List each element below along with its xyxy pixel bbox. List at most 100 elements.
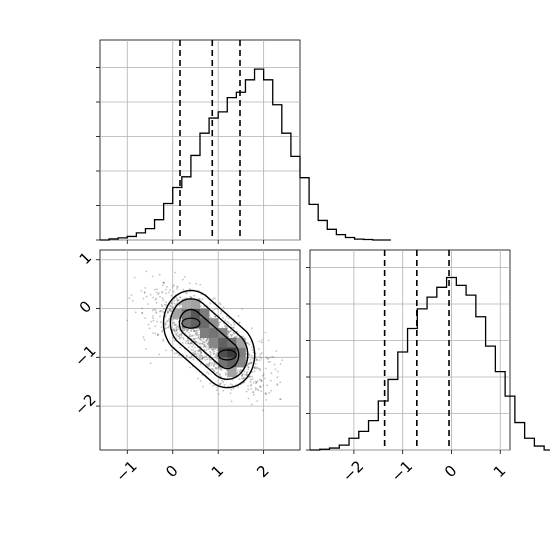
scatter-point <box>220 310 223 313</box>
scatter-point <box>140 289 143 292</box>
scatter-point <box>216 367 219 369</box>
density-cell <box>209 318 219 329</box>
scatter-point <box>161 284 164 287</box>
panel-frame-joint <box>99 249 301 451</box>
scatter-point <box>208 372 210 375</box>
tick-marks-param2 <box>306 267 501 454</box>
scatter-point <box>187 331 190 334</box>
scatter-point <box>262 409 264 412</box>
scatter-point <box>176 318 179 321</box>
scatter-point <box>213 363 216 366</box>
scatter-point <box>172 290 175 293</box>
scatter-point <box>264 367 267 370</box>
scatter-point <box>258 355 261 358</box>
scatter-point <box>251 346 253 349</box>
scatter-point <box>175 333 178 336</box>
scatter-point <box>202 346 205 348</box>
scatter-point <box>247 342 250 345</box>
scatter-point <box>218 373 221 375</box>
scatter-point <box>169 289 172 291</box>
scatter-point <box>216 352 218 354</box>
scatter-point <box>195 334 198 337</box>
scatter-point <box>174 323 176 326</box>
scatter-point <box>180 336 183 339</box>
scatter-point <box>152 296 155 299</box>
scatter-point <box>241 374 244 376</box>
x-tick-label: −2 <box>339 457 367 485</box>
scatter-point <box>194 332 197 335</box>
scatter-point <box>248 354 251 356</box>
scatter-point <box>266 384 268 387</box>
scatter-point <box>213 370 216 372</box>
scatter-point <box>217 393 220 395</box>
scatter-point <box>221 369 223 371</box>
scatter-point <box>189 295 192 298</box>
density-cell <box>200 318 210 329</box>
scatter-point <box>162 311 165 314</box>
contour-core <box>181 317 201 329</box>
scatter-point <box>248 375 251 378</box>
scatter-point <box>167 311 170 314</box>
scatter-point <box>245 342 248 344</box>
scatter-point <box>262 373 265 375</box>
scatter-point <box>219 368 222 371</box>
scatter-point <box>219 367 222 370</box>
scatter-point <box>174 271 177 274</box>
scatter-point <box>204 341 206 344</box>
scatter-point <box>161 297 164 300</box>
scatter-point <box>162 299 165 302</box>
scatter-point <box>167 326 170 329</box>
density-cell <box>227 347 237 358</box>
scatter-point <box>189 342 192 345</box>
scatter-point <box>194 340 197 343</box>
scatter-point <box>212 353 215 355</box>
scatter-point <box>190 296 193 299</box>
scatter-point <box>174 333 177 335</box>
scatter-point <box>151 309 154 312</box>
scatter-point <box>176 288 179 290</box>
scatter-point <box>216 307 219 310</box>
scatter-point <box>194 350 197 353</box>
scatter-point <box>197 337 200 340</box>
contour-line <box>178 308 240 370</box>
scatter-point <box>176 332 179 334</box>
scatter-point <box>219 321 221 323</box>
scatter-point <box>206 342 209 345</box>
scatter-point <box>181 342 184 344</box>
scatter-point <box>178 333 181 336</box>
scatter-point <box>202 385 205 388</box>
scatter-point <box>264 377 266 380</box>
scatter-point <box>202 343 205 346</box>
scatter-point <box>251 375 253 378</box>
scatter-point <box>191 334 194 337</box>
scatter-point <box>209 351 212 354</box>
scatter-point <box>184 332 187 335</box>
scatter-point <box>154 308 157 311</box>
scatter-point <box>193 340 196 343</box>
scatter-point <box>205 349 208 351</box>
scatter-point <box>170 301 173 304</box>
scatter-point <box>198 342 201 345</box>
scatter-point <box>255 382 257 385</box>
scatter-point <box>241 375 244 378</box>
scatter-point <box>210 348 213 351</box>
scatter-point <box>252 393 255 396</box>
scatter-point <box>230 324 233 326</box>
scatter-point <box>245 374 248 377</box>
density-cell <box>236 347 246 358</box>
scatter-point <box>155 311 158 313</box>
density-cell <box>190 308 201 319</box>
scatter-point <box>182 278 184 281</box>
histogram-bars-param2 <box>310 276 550 451</box>
scatter-point <box>192 349 195 351</box>
scatter-point <box>155 297 158 300</box>
scatter-point <box>152 315 154 317</box>
scatter-point <box>172 318 175 321</box>
scatter-point <box>153 308 156 311</box>
scatter-point <box>261 341 263 344</box>
scatter-point <box>169 305 172 307</box>
scatter-point <box>185 355 188 358</box>
scatter-point <box>196 355 198 358</box>
scatter-point <box>224 326 227 329</box>
scatter-point <box>201 357 204 360</box>
